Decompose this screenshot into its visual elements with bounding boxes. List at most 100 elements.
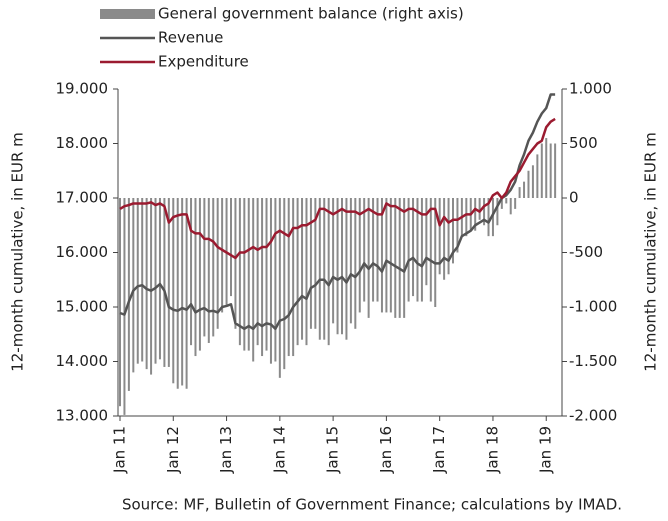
legend-label: Revenue bbox=[158, 29, 223, 47]
bar bbox=[425, 198, 428, 286]
bar bbox=[509, 198, 512, 215]
bar bbox=[269, 198, 272, 364]
bar bbox=[332, 198, 335, 324]
bar bbox=[496, 198, 499, 226]
bar bbox=[132, 198, 135, 373]
bar bbox=[323, 198, 326, 340]
bar bbox=[327, 198, 330, 346]
bar bbox=[314, 198, 317, 329]
bar bbox=[491, 198, 494, 237]
y-tick-label: 18.000 bbox=[56, 134, 109, 152]
line bbox=[119, 117, 556, 260]
y2-axis-title: 12-month cumulative, in EUR m bbox=[642, 132, 660, 372]
bar bbox=[345, 198, 348, 340]
bar bbox=[372, 198, 375, 302]
bar bbox=[216, 198, 219, 329]
bar bbox=[487, 198, 490, 237]
bar bbox=[221, 198, 224, 313]
x-tick-label: Jan 13 bbox=[217, 426, 235, 474]
bar bbox=[349, 198, 352, 324]
bar bbox=[545, 138, 548, 198]
bar bbox=[478, 198, 481, 220]
x-tick-label: Jan 15 bbox=[324, 426, 342, 474]
legend-label: Expenditure bbox=[158, 53, 249, 71]
bar bbox=[127, 198, 130, 391]
bar bbox=[518, 187, 521, 198]
bar bbox=[154, 198, 157, 364]
bar bbox=[389, 198, 392, 313]
bar bbox=[176, 198, 179, 389]
bar bbox=[265, 198, 268, 351]
bar bbox=[505, 198, 508, 204]
bar bbox=[136, 198, 139, 364]
bar bbox=[398, 198, 401, 318]
bar bbox=[185, 198, 188, 389]
bar bbox=[514, 198, 517, 209]
bar bbox=[119, 198, 121, 407]
bar bbox=[261, 198, 264, 357]
bar bbox=[380, 198, 383, 313]
bar bbox=[367, 198, 370, 318]
legend-label: General government balance (right axis) bbox=[158, 5, 464, 23]
bar bbox=[145, 198, 148, 370]
bar bbox=[238, 198, 241, 346]
bar bbox=[412, 198, 415, 297]
bar bbox=[434, 198, 437, 307]
bar bbox=[385, 198, 388, 313]
bar bbox=[341, 198, 343, 335]
bar bbox=[292, 198, 295, 357]
y2-tick-label: -2.000 bbox=[569, 407, 617, 425]
bar bbox=[438, 198, 441, 275]
bar bbox=[190, 198, 193, 346]
bar bbox=[358, 198, 361, 313]
bar bbox=[540, 143, 543, 198]
x-tick-label: Jan 17 bbox=[430, 426, 448, 474]
bar bbox=[296, 198, 299, 346]
y2-tick-label: -1.000 bbox=[569, 298, 617, 316]
x-tick-label: Jan 16 bbox=[377, 426, 395, 474]
bar bbox=[536, 154, 539, 198]
bar bbox=[141, 198, 144, 362]
y-tick-label: 19.000 bbox=[56, 80, 109, 98]
bar bbox=[274, 198, 277, 362]
source-note: Source: MF, Bulletin of Government Finan… bbox=[122, 496, 622, 514]
bar bbox=[163, 198, 166, 367]
bar bbox=[443, 198, 446, 280]
bar bbox=[483, 198, 486, 226]
x-tick-label: Jan 11 bbox=[111, 426, 129, 474]
bar bbox=[447, 198, 450, 275]
bar bbox=[150, 198, 153, 375]
y2-tick-label: 1.000 bbox=[569, 80, 612, 98]
bar bbox=[256, 198, 259, 346]
bar bbox=[500, 198, 503, 209]
bar bbox=[247, 198, 250, 351]
bar bbox=[407, 198, 410, 302]
bar bbox=[283, 198, 286, 370]
bar bbox=[403, 198, 406, 318]
bar bbox=[527, 170, 530, 198]
bar bbox=[336, 198, 339, 335]
y-tick-label: 17.000 bbox=[56, 189, 109, 207]
y-tick-label: 16.000 bbox=[56, 243, 109, 261]
bar bbox=[212, 198, 215, 337]
bar bbox=[287, 198, 290, 357]
bar bbox=[230, 198, 232, 297]
bar bbox=[158, 198, 161, 360]
bar bbox=[309, 198, 312, 329]
x-tick-label: Jan 19 bbox=[537, 426, 555, 474]
bar bbox=[354, 198, 357, 329]
line bbox=[119, 93, 556, 331]
legend-swatch bbox=[100, 9, 155, 19]
bar bbox=[194, 198, 197, 357]
bar bbox=[243, 198, 246, 351]
bar bbox=[318, 198, 321, 340]
bar bbox=[301, 198, 304, 340]
bar bbox=[167, 198, 170, 367]
bar bbox=[523, 181, 526, 198]
bar bbox=[465, 198, 468, 237]
bar bbox=[207, 198, 210, 343]
bar bbox=[554, 143, 557, 198]
y2-tick-label: 500 bbox=[569, 134, 598, 152]
bar bbox=[305, 198, 308, 346]
